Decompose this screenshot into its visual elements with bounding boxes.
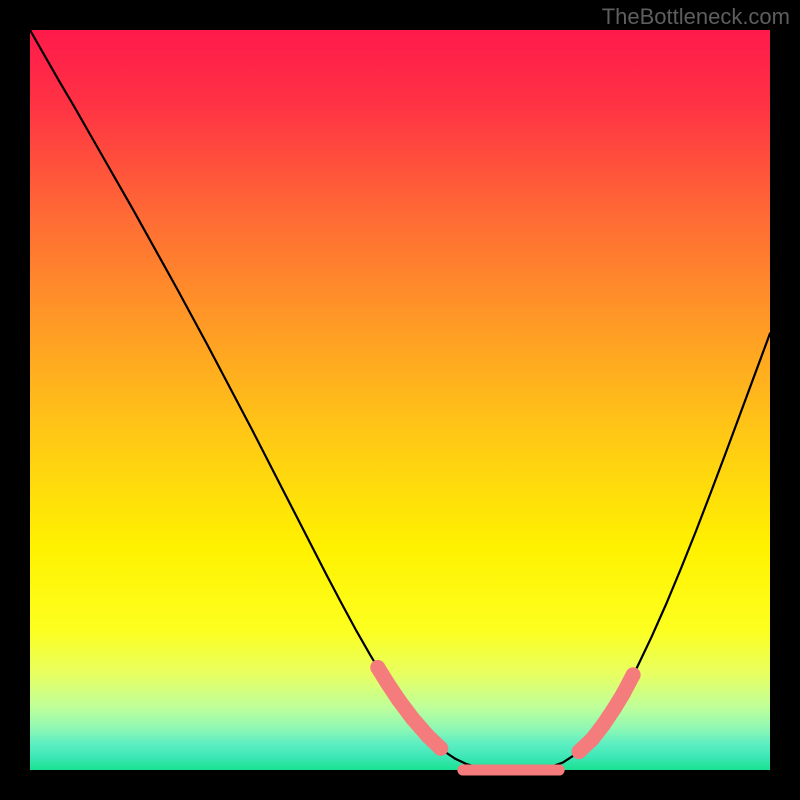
marker-point	[380, 676, 395, 691]
figure-container: TheBottleneck.com	[0, 0, 800, 800]
marker-point	[472, 765, 483, 776]
plot-background	[30, 30, 770, 770]
marker-point	[520, 765, 531, 776]
marker-point	[405, 711, 420, 726]
marker-point	[616, 686, 631, 701]
marker-point	[370, 660, 385, 675]
marker-point	[487, 765, 498, 776]
marker-point	[554, 765, 565, 776]
marker-point	[585, 731, 600, 746]
marker-point	[502, 765, 513, 776]
marker-point	[539, 765, 550, 776]
marker-point	[572, 744, 587, 759]
bottleneck-chart-svg	[0, 0, 800, 800]
marker-point	[607, 700, 622, 715]
marker-point	[421, 729, 436, 744]
marker-point	[391, 692, 406, 707]
marker-point	[433, 741, 448, 756]
marker-point	[457, 765, 468, 776]
marker-point	[596, 717, 611, 732]
marker-point	[626, 667, 641, 682]
